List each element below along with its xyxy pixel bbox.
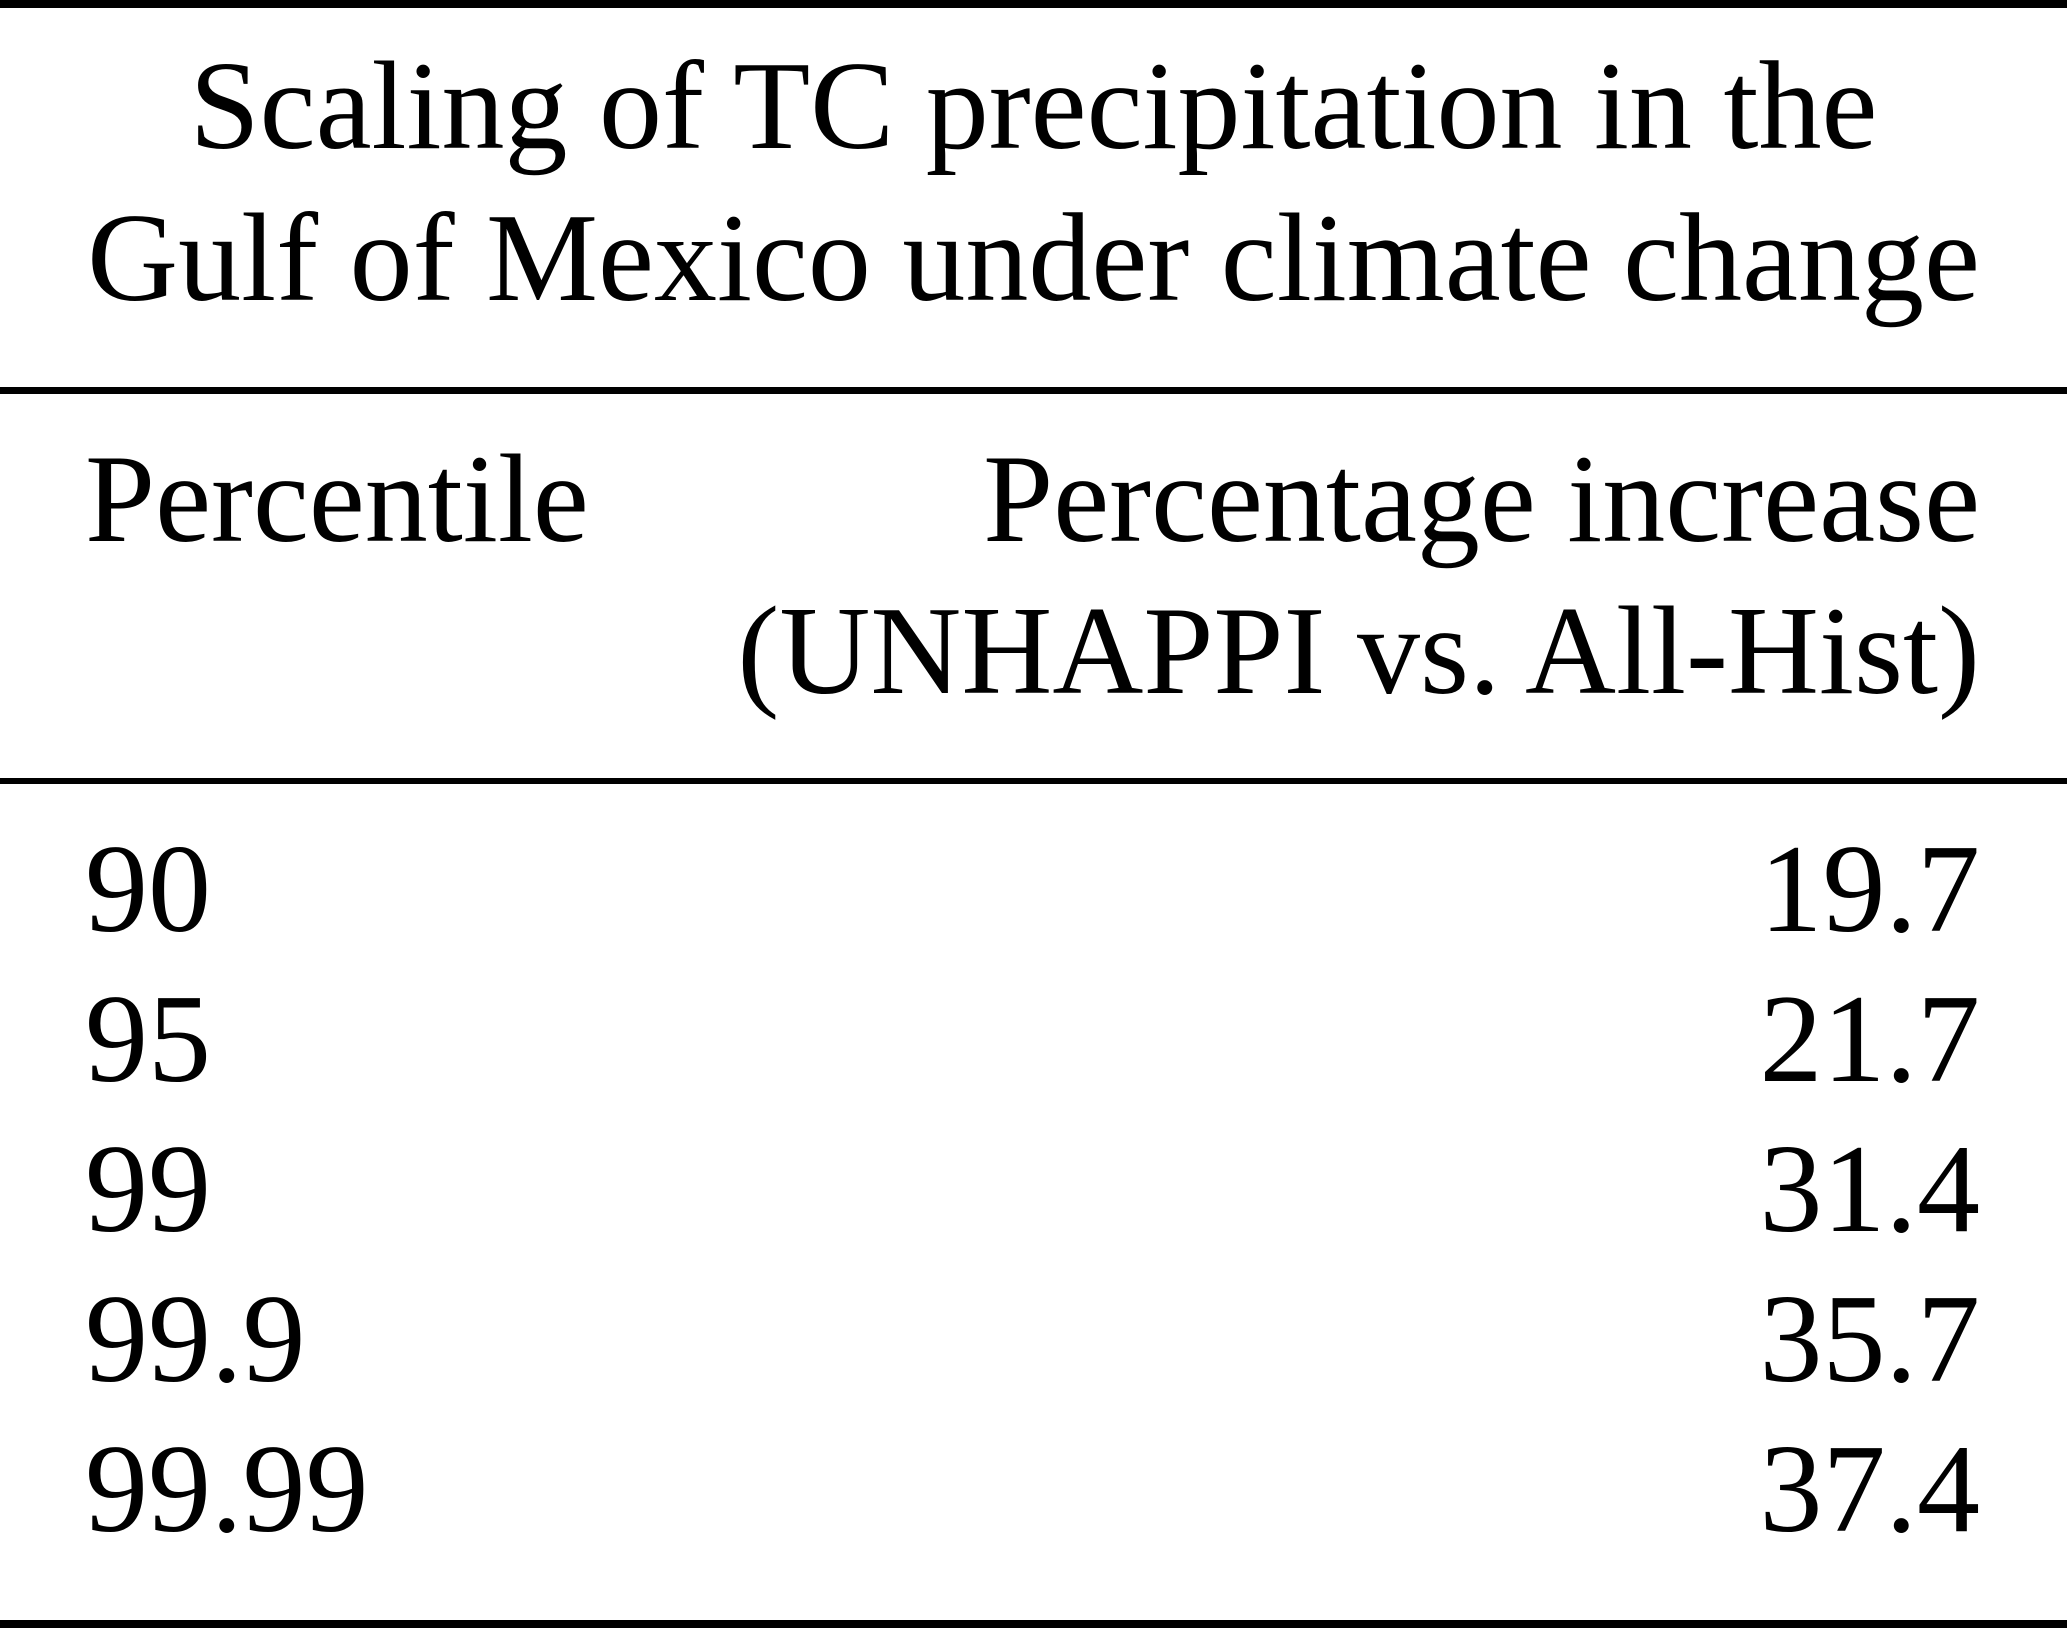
table-title-line-1: Scaling of TC precipitation in the — [189, 37, 1878, 176]
increase-cell: 21.7 — [1759, 970, 1981, 1109]
bottom-rule — [0, 1620, 2067, 1628]
column-header-percentage-increase-line-2: (UNHAPPI vs. All-Hist) — [737, 582, 1980, 721]
table-row: 95 21.7 — [85, 965, 1980, 1115]
percentile-cell: 99 — [85, 1120, 211, 1259]
increase-cell: 31.4 — [1759, 1120, 1981, 1259]
table-header-row: Percentile Percentage increase (UNHAPPI … — [0, 394, 2067, 778]
table-body: 90 19.7 95 21.7 99 31.4 99.9 35.7 99.99 … — [0, 784, 2067, 1620]
top-rule — [0, 0, 2067, 8]
percentile-cell: 90 — [85, 820, 211, 959]
table-row: 99.99 37.4 — [85, 1415, 1980, 1565]
percentile-cell: 99.9 — [85, 1270, 306, 1409]
increase-cell: 35.7 — [1759, 1270, 1981, 1409]
column-header-percentile: Percentile — [85, 430, 589, 569]
table-row: 99 31.4 — [85, 1115, 1980, 1265]
column-header-percentage-increase-line-1: Percentage increase — [983, 430, 1980, 569]
percentile-cell: 99.99 — [85, 1420, 369, 1559]
increase-cell: 37.4 — [1759, 1420, 1981, 1559]
percentile-cell: 95 — [85, 970, 211, 1109]
header-bottom-rule — [0, 778, 2067, 784]
table-row: 90 19.7 — [85, 815, 1980, 965]
column-header-percentage-increase: Percentage increase (UNHAPPI vs. All-His… — [737, 424, 1980, 728]
increase-cell: 19.7 — [1759, 820, 1981, 959]
header-top-rule — [0, 387, 2067, 394]
table-title: Scaling of TC precipitation in the Gulf … — [0, 8, 2067, 387]
table-row: 99.9 35.7 — [85, 1265, 1980, 1415]
table-title-line-2: Gulf of Mexico under climate change — [87, 189, 1980, 328]
